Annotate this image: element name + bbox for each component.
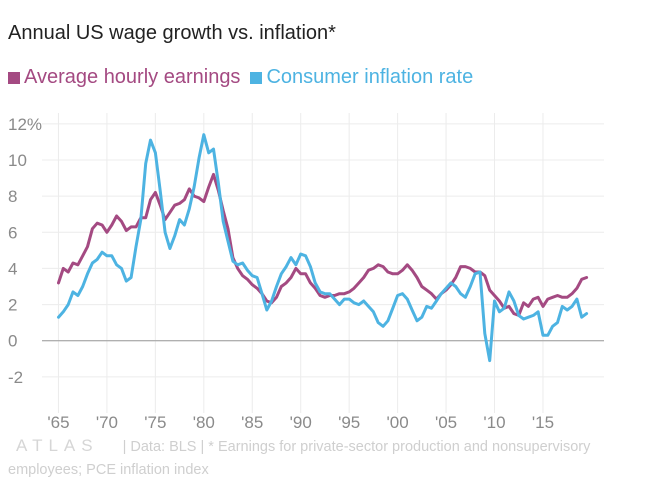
grid-lines (42, 113, 604, 413)
source-note: | Data: BLS | * Earnings for private-sec… (8, 439, 591, 478)
legend: Average hourly earnings Consumer inflati… (8, 66, 483, 89)
y-tick-label-3: 4 (8, 259, 17, 278)
series-line-1 (57, 133, 589, 363)
y-tick-label-6: 10 (8, 151, 27, 170)
legend-swatch-earnings (8, 71, 20, 84)
legend-swatch-inflation (250, 71, 263, 84)
x-tick-label-9: '10 (483, 413, 505, 430)
x-tick-label-4: '85 (241, 413, 263, 430)
y-tick-label-5: 8 (8, 187, 17, 206)
y-tick-label-1: 0 (8, 332, 17, 351)
legend-item-earnings: Average hourly earnings (8, 66, 240, 89)
legend-label-earnings: Average hourly earnings (24, 66, 241, 88)
x-tick-labels: '65 '70 '75 '80 '85 '90 '95 '00 '05 '10 '15 (47, 413, 554, 430)
x-tick-label-2: '75 (144, 413, 166, 430)
chart-title: Annual US wage growth vs. inflation* (8, 22, 336, 44)
line-chart: -2 0 2 4 6 8 10 12% '65 '70 '75 '80 '85 '90 '95 '00 '05… (8, 113, 604, 430)
atlas-logo: ATLAS (16, 436, 99, 455)
series-lines (57, 133, 589, 363)
y-tick-labels: -2 0 2 4 6 8 10 12% (8, 115, 42, 387)
x-tick-label-10: '15 (532, 413, 554, 430)
series-line-0 (57, 172, 589, 317)
footer: ATLAS | Data: BLS | * Earnings for privat… (8, 434, 628, 482)
y-tick-label-7: 12% (8, 115, 42, 134)
x-tick-label-5: '90 (290, 413, 312, 430)
x-tick-label-1: '70 (96, 413, 118, 430)
legend-item-inflation: Consumer inflation rate (250, 66, 473, 89)
legend-label-inflation: Consumer inflation rate (266, 66, 474, 88)
y-tick-label-0: -2 (8, 368, 23, 387)
x-tick-label-6: '95 (338, 413, 360, 430)
x-tick-label-0: '65 (47, 413, 69, 430)
y-tick-label-2: 2 (8, 296, 17, 315)
x-tick-label-7: '00 (387, 413, 409, 430)
x-tick-label-8: '05 (435, 413, 457, 430)
y-tick-label-4: 6 (8, 223, 17, 242)
x-tick-label-3: '80 (193, 413, 215, 430)
